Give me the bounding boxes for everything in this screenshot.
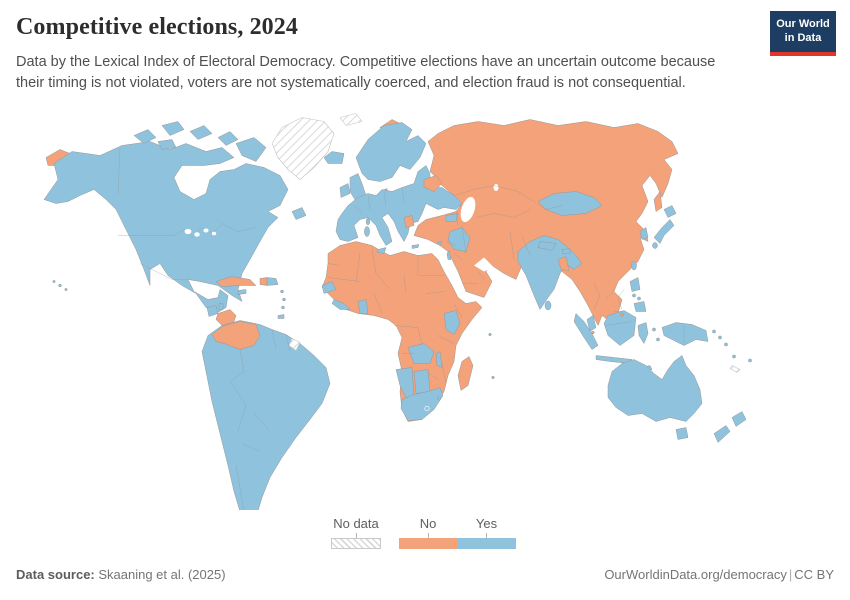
region-israel[interactable] [446, 250, 452, 260]
owid-logo-text: Our World in Data [770, 11, 836, 52]
region-south-africa[interactable] [400, 387, 444, 421]
region-serbia[interactable] [403, 215, 415, 228]
legend-swatch-yes[interactable] [457, 538, 516, 550]
owid-logo[interactable]: Our World in Data [770, 11, 836, 56]
region-north-america[interactable] [43, 141, 289, 314]
region-kenya[interactable] [443, 310, 461, 335]
region-senegal[interactable] [321, 281, 337, 294]
legend-tick [486, 533, 487, 539]
page-subtitle: Data by the Lexical Index of Electoral D… [16, 54, 716, 91]
region-venezuela[interactable] [211, 321, 261, 350]
region-australia[interactable] [607, 355, 703, 422]
region-belize[interactable] [218, 303, 224, 310]
region-zambia[interactable] [407, 343, 435, 364]
region-new-guinea[interactable] [661, 322, 709, 346]
region-iceland[interactable] [323, 151, 345, 164]
region-bhutan[interactable] [561, 248, 571, 254]
region-scandinavia[interactable] [355, 122, 427, 182]
aral-sea [493, 184, 499, 191]
map-legend: No data No Yes [331, 516, 516, 550]
region-cuba[interactable] [215, 276, 257, 287]
region-iraq[interactable] [447, 227, 471, 252]
persian-gulf [474, 257, 494, 272]
region-africa-noncompetitive[interactable] [321, 241, 483, 422]
world-map[interactable] [10, 112, 840, 510]
region-french-guiana[interactable] [288, 338, 301, 351]
region-philippines[interactable] [629, 277, 647, 312]
region-bangladesh[interactable] [557, 256, 570, 271]
page-title: Competitive elections, 2024 [16, 14, 298, 40]
region-japan[interactable] [652, 205, 677, 249]
country-border-lines [117, 147, 685, 510]
legend-binary-bar: No Yes [399, 516, 516, 550]
region-sierra-leone-liberia[interactable] [331, 299, 351, 310]
region-south-korea[interactable] [639, 227, 649, 240]
footer-links: OurWorldinData.org/democracy | CC BY [604, 567, 834, 582]
region-ireland[interactable] [339, 183, 351, 198]
region-belarus[interactable] [423, 175, 443, 192]
region-south-america[interactable] [201, 320, 331, 511]
data-source-label: Data source: [16, 567, 95, 582]
legend-tick [355, 533, 357, 539]
region-new-caledonia[interactable] [729, 365, 741, 373]
region-tasmania[interactable] [675, 427, 689, 440]
footer-separator: | [788, 567, 793, 582]
region-sri-lanka[interactable] [544, 300, 552, 311]
region-malawi[interactable] [435, 351, 443, 368]
region-pacific-islands[interactable] [712, 329, 752, 363]
region-hawaii[interactable] [52, 280, 68, 291]
world-map-svg[interactable] [10, 112, 840, 510]
legend-item-no-data: No data [331, 516, 381, 550]
legend-tick [427, 533, 429, 539]
region-malaysia-peninsula[interactable] [586, 315, 597, 332]
region-newfoundland[interactable] [291, 207, 307, 220]
region-indonesia[interactable] [573, 310, 660, 370]
region-dominican-republic[interactable] [266, 277, 279, 286]
region-georgia-armenia[interactable] [445, 213, 459, 222]
region-new-zealand[interactable] [713, 411, 747, 443]
region-greenland[interactable] [271, 117, 335, 180]
legend-swatch-no[interactable] [399, 538, 457, 550]
region-ghana[interactable] [357, 299, 369, 314]
legend-label-no: No [419, 516, 437, 531]
legend-label-no-data: No data [333, 516, 379, 531]
owid-logo-red-bar [770, 51, 836, 56]
data-source-value: Skaaning et al. (2025) [94, 567, 226, 582]
region-guatemala[interactable] [206, 305, 219, 317]
region-singapore[interactable] [591, 330, 595, 335]
region-mediterranean-islands[interactable] [364, 217, 420, 254]
region-haiti[interactable] [259, 277, 268, 286]
region-indian-ocean-islands[interactable] [488, 332, 495, 380]
owid-url-link[interactable]: OurWorldinData.org/democracy [604, 567, 787, 582]
region-sakhalin[interactable] [653, 191, 663, 212]
region-namibia[interactable] [395, 367, 415, 398]
region-svalbard[interactable] [339, 113, 363, 126]
region-jamaica[interactable] [237, 289, 247, 295]
region-lesser-antilles[interactable] [277, 289, 286, 319]
footer: Data source: Skaaning et al. (2025) OurW… [16, 567, 834, 582]
legend-swatch-no-data[interactable] [331, 538, 381, 550]
legend-label-yes: Yes [475, 516, 498, 531]
region-botswana[interactable] [413, 369, 431, 394]
region-mongolia[interactable] [537, 191, 603, 216]
region-eswatini[interactable] [437, 396, 441, 401]
region-nepal[interactable] [537, 241, 557, 251]
great-lakes [184, 228, 217, 237]
legend-item-yes: Yes [457, 516, 516, 550]
region-madagascar[interactable] [457, 356, 474, 391]
data-source: Data source: Skaaning et al. (2025) [16, 567, 226, 582]
region-brunei[interactable] [620, 312, 624, 317]
caspian-sea [460, 196, 476, 223]
license-link[interactable]: CC BY [794, 567, 834, 582]
region-taiwan[interactable] [631, 260, 637, 271]
region-canadian-arctic-islands[interactable] [133, 121, 267, 162]
region-lesotho[interactable] [424, 405, 430, 412]
region-cyprus[interactable] [436, 241, 443, 246]
legend-item-no: No [399, 516, 457, 550]
